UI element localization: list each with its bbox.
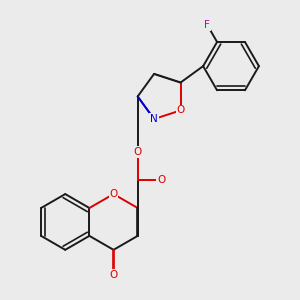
- Text: O: O: [176, 105, 185, 116]
- Text: N: N: [150, 114, 158, 124]
- Text: F: F: [204, 20, 210, 30]
- Text: O: O: [134, 147, 142, 157]
- Text: O: O: [110, 270, 118, 280]
- Text: O: O: [110, 189, 118, 199]
- Text: O: O: [157, 175, 166, 185]
